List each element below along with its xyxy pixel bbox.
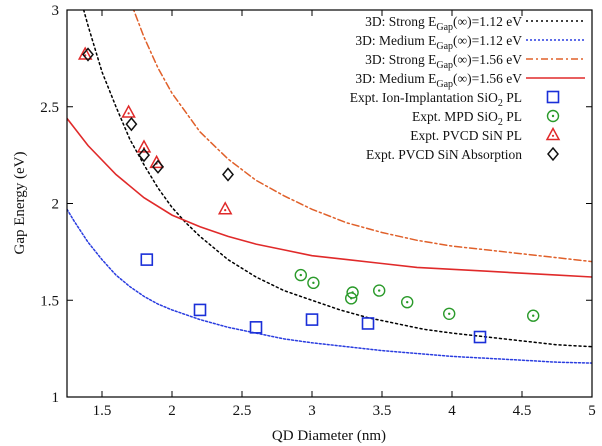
y-axis-title: Gap Energy (eV) — [12, 151, 28, 254]
data-point-expt-mpd-sio-2-pl-ring — [294, 268, 307, 282]
legend-label-3d-medium-e-gap-1-12-ev: 3D: Medium EGap(∞)=1.12 eV — [355, 33, 522, 52]
y-tick-label: 2 — [52, 197, 60, 213]
legend-marker-expt-pvcd-sin-pl-dot — [551, 134, 555, 137]
x-axis-title: QD Diameter (nm) — [272, 428, 386, 444]
x-tick-label: 3 — [308, 403, 316, 419]
data-point-expt-ion-implantation-sio-2-pl — [140, 253, 154, 266]
data-point-expt-mpd-sio-2-pl — [373, 284, 386, 297]
x-tick-label: 5 — [588, 403, 596, 419]
legend-label-expt-pvcd-sin-absorption: Expt. PVCD SiN Absorption — [366, 147, 522, 162]
legend-marker-expt-mpd-sio-2-pl — [546, 109, 560, 123]
data-point-expt-pvcd-sin-pl-dot — [224, 209, 227, 212]
data-point-expt-pvcd-sin-pl — [121, 104, 136, 118]
data-point-expt-mpd-sio-2-pl-dot — [448, 312, 451, 315]
data-point-expt-ion-implantation-sio-2-pl — [249, 321, 263, 334]
data-point-expt-pvcd-sin-pl-outline — [136, 139, 152, 153]
data-point-expt-pvcd-sin-absorption-outline — [222, 167, 234, 182]
legend-marker-expt-pvcd-sin-absorption — [547, 146, 559, 162]
data-point-expt-pvcd-sin-absorption — [82, 47, 94, 62]
y-tick-label: 2.5 — [40, 100, 59, 116]
data-point-expt-mpd-sio-2-pl-ring — [345, 292, 358, 305]
legend-marker-expt-mpd-sio-2-pl-ring — [546, 109, 560, 123]
y-tick-label: 3 — [52, 3, 60, 19]
data-point-expt-mpd-sio-2-pl — [307, 276, 320, 290]
y-tick-label: 1.5 — [40, 293, 59, 309]
series-line-3d-strong-e-gap-1-12-ev — [82, 10, 592, 348]
data-point-expt-ion-implantation-sio-2-pl — [305, 313, 319, 326]
data-point-expt-pvcd-sin-absorption — [152, 159, 164, 174]
data-point-expt-pvcd-sin-absorption-outline — [138, 147, 150, 163]
data-point-expt-pvcd-sin-absorption-outline — [152, 159, 164, 174]
data-point-expt-mpd-sio-2-pl-dot — [378, 289, 381, 292]
data-point-expt-mpd-sio-2-pl-dot — [312, 281, 315, 285]
data-point-expt-mpd-sio-2-pl — [527, 309, 540, 322]
data-point-expt-pvcd-sin-absorption — [222, 167, 234, 182]
y-tick-label: 1 — [52, 390, 60, 406]
data-point-expt-pvcd-sin-pl-outline — [121, 104, 136, 118]
data-point-expt-mpd-sio-2-pl-dot — [532, 314, 535, 317]
legend-label-expt-pvcd-sin-pl: Expt. PVCD SiN PL — [410, 128, 522, 143]
x-tick-label: 3.5 — [373, 403, 392, 419]
data-point-expt-ion-implantation-sio-2-pl — [473, 330, 487, 344]
data-point-expt-mpd-sio-2-pl — [443, 307, 456, 320]
x-tick-label: 2.5 — [233, 403, 252, 419]
series-line-3d-medium-e-gap-1-12-ev — [67, 208, 592, 364]
data-point-expt-mpd-sio-2-pl — [294, 268, 307, 282]
data-point-expt-pvcd-sin-pl-outline — [217, 201, 233, 215]
legend-label-expt-mpd-sio-2-pl: Expt. MPD SiO2 PL — [412, 109, 522, 128]
legend-label-3d-strong-e-gap-1-56-ev: 3D: Strong EGap(∞)=1.56 eV — [365, 52, 522, 71]
x-tick-label: 4.5 — [513, 403, 532, 419]
data-point-expt-mpd-sio-2-pl-dot — [406, 300, 409, 304]
data-point-expt-mpd-sio-2-pl — [346, 286, 359, 299]
data-point-expt-pvcd-sin-pl-outline — [77, 46, 93, 60]
data-point-expt-mpd-sio-2-pl — [401, 295, 414, 309]
experimental-markers — [77, 46, 540, 344]
legend-marker-expt-pvcd-sin-absorption-outline — [547, 146, 559, 162]
legend-marker-expt-mpd-sio-2-pl-dot — [551, 114, 555, 118]
x-tick-label: 2 — [168, 403, 176, 419]
legend-marker-expt-pvcd-sin-pl-outline — [545, 126, 561, 141]
legend-marker-expt-pvcd-sin-pl — [545, 126, 561, 141]
data-point-expt-pvcd-sin-pl-dot — [127, 112, 130, 115]
data-point-expt-pvcd-sin-absorption — [125, 116, 138, 132]
x-tick-label: 1.5 — [93, 403, 112, 419]
plot-frame — [66, 9, 593, 398]
legend-label-3d-medium-e-gap-1-56-ev: 3D: Medium EGap(∞)=1.56 eV — [355, 71, 522, 90]
data-point-expt-mpd-sio-2-pl-ring — [443, 307, 456, 320]
data-point-expt-ion-implantation-sio-2-pl — [193, 303, 207, 317]
data-point-expt-mpd-sio-2-pl-ring — [527, 309, 540, 322]
data-point-expt-mpd-sio-2-pl-ring — [401, 295, 414, 309]
series-line-3d-medium-e-gap-1-56-ev — [67, 117, 592, 278]
data-point-expt-ion-implantation-sio-2-pl — [361, 317, 375, 330]
legend-marker-expt-ion-implantation-sio-2-pl — [546, 90, 560, 104]
axis-ticks: 1.5 2 2.5 3 3.5 4 4.5 5 1 1.5 2 2.5 3 — [40, 3, 596, 419]
data-point-expt-pvcd-sin-absorption-outline — [125, 116, 138, 132]
data-point-expt-mpd-sio-2-pl-ring — [307, 276, 320, 290]
data-point-expt-pvcd-sin-absorption — [138, 147, 150, 163]
theory-curves — [67, 10, 592, 364]
x-tick-label: 4 — [448, 403, 456, 419]
data-point-expt-mpd-sio-2-pl-dot — [351, 291, 354, 294]
legend-label-3d-strong-e-gap-1-12-ev: 3D: Strong EGap(∞)=1.12 eV — [365, 14, 522, 33]
data-point-expt-pvcd-sin-absorption-outline — [82, 47, 94, 62]
data-point-expt-mpd-sio-2-pl-ring — [346, 286, 359, 299]
data-point-expt-mpd-sio-2-pl-ring — [373, 284, 386, 297]
data-point-expt-mpd-sio-2-pl-dot — [299, 273, 302, 277]
legend-label-expt-ion-implantation-sio-2-pl: Expt. Ion-Implantation SiO2 PL — [350, 90, 522, 109]
series-line-3d-strong-e-gap-1-56-ev — [132, 10, 592, 263]
data-point-expt-pvcd-sin-pl — [217, 201, 233, 215]
